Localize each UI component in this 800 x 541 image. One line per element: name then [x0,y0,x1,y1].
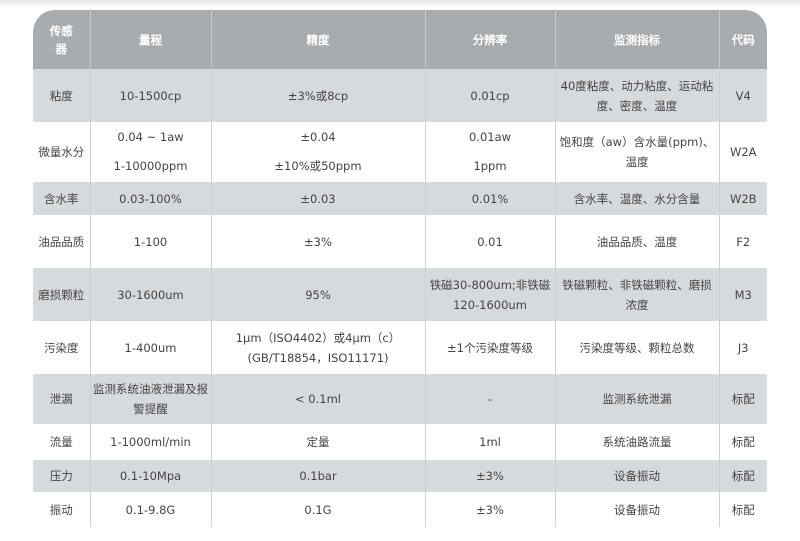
cell-metrics: 系统油路流量 [555,424,720,460]
header-code: 代码 [719,10,767,69]
cell-sensor: 含水率 [33,182,91,215]
cell-metrics: 污染度等级、颗粒总数 [555,321,720,374]
cell-resolution: 0.01aw 1ppm [425,122,556,182]
cell-sensor: 泄漏 [33,374,91,424]
cell-code: W2B [719,182,767,215]
cell-resolution: ±1个污染度等级 [425,321,556,374]
cell-resolution: - [425,374,556,424]
cell-range: 1-100 [90,215,212,268]
cell-accuracy: < 0.1ml [211,374,426,424]
cell-code: F2 [719,215,767,268]
cell-code: J3 [719,321,767,374]
cell-metrics: 设备振动 [555,460,720,492]
cell-accuracy: 0.1G [211,492,426,527]
cell-resolution: ±3% [425,460,556,492]
cell-accuracy: 95% [211,268,426,321]
cell-sensor: 压力 [33,460,91,492]
header-range: 量程 [90,10,212,69]
header-accuracy: 精度 [211,10,426,69]
cell-resolution: 铁磁30-800um;非铁磁120-1600um [425,268,556,321]
sensor-spec-table: 传感器 量程 精度 分辨率 监测指标 代码 粘度 10-1500cp ±3%或8cp… [33,10,767,527]
cell-sensor: 微量水分 [33,122,91,182]
cell-range: 10-1500cp [90,69,212,122]
cell-accuracy: ±3%或8cp [211,69,426,122]
cell-code: 标配 [719,424,767,460]
table-row: 粘度 10-1500cp ±3%或8cp 0.01cp 40度粘度、动力粘度、运动粘度、… [33,69,767,122]
cell-metrics: 40度粘度、动力粘度、运动粘度、密度、温度 [555,69,720,122]
header-metrics: 监测指标 [555,10,720,69]
cell-sensor: 油品品质 [33,215,91,268]
cell-line: 0.01aw [468,130,512,144]
cell-range: 0.1-9.8G [90,492,212,527]
header-sensor: 传感器 [33,10,91,69]
cell-accuracy: ±3% [211,215,426,268]
cell-code: 标配 [719,460,767,492]
cell-range: 30-1600um [90,268,212,321]
cell-code: V4 [719,69,767,122]
top-band [0,0,800,8]
cell-line: 1ppm [473,159,507,173]
cell-range: 监测系统油液泄漏及报警提醒 [90,374,212,424]
table-row: 污染度 1-400um 1μm（ISO4402）或4μm（c）(GB/T18854，… [33,321,767,374]
cell-sensor: 污染度 [33,321,91,374]
cell-accuracy: 0.1bar [211,460,426,492]
table-row: 压力 0.1-10Mpa 0.1bar ±3% 设备振动 标配 [33,460,767,492]
cell-resolution: 0.01% [425,182,556,215]
cell-code: 标配 [719,492,767,527]
table-row: 振动 0.1-9.8G 0.1G ±3% 设备振动 标配 [33,492,767,527]
table-row: 油品品质 1-100 ±3% 0.01 油品品质、温度 F2 [33,215,767,268]
cell-resolution: 0.01 [425,215,556,268]
cell-resolution: 0.01cp [425,69,556,122]
table-row: 磨损颗粒 30-1600um 95% 铁磁30-800um;非铁磁120-1600um… [33,268,767,321]
cell-range: 0.1-10Mpa [90,460,212,492]
cell-line: 1-10000ppm [113,159,188,173]
table-row: 泄漏 监测系统油液泄漏及报警提醒 < 0.1ml - 监测系统泄漏 标配 [33,374,767,424]
cell-accuracy: ±0.04 ±10%或50ppm [211,122,426,182]
cell-range: 1-400um [90,321,212,374]
cell-accuracy: 1μm（ISO4402）或4μm（c）(GB/T18854，ISO11171) [211,321,426,374]
cell-metrics: 油品品质、温度 [555,215,720,268]
header-row: 传感器 量程 精度 分辨率 监测指标 代码 [33,10,767,69]
cell-metrics: 设备振动 [555,492,720,527]
cell-resolution: ±3% [425,492,556,527]
cell-line: ±10%或50ppm [274,159,362,173]
cell-range: 0.04 ~ 1aw 1-10000ppm [90,122,212,182]
cell-accuracy: 定量 [211,424,426,460]
cell-accuracy: ±0.03 [211,182,426,215]
table-row: 流量 1-1000ml/min 定量 1ml 系统油路流量 标配 [33,424,767,460]
cell-sensor: 磨损颗粒 [33,268,91,321]
table-row: 含水率 0.03-100% ±0.03 0.01% 含水率、温度、水分含量 W2B [33,182,767,215]
cell-metrics: 铁磁颗粒、非铁磁颗粒、磨损浓度 [555,268,720,321]
cell-metrics: 饱和度（aw）含水量(ppm)、温度 [555,122,720,182]
cell-range: 1-1000ml/min [90,424,212,460]
cell-sensor: 粘度 [33,69,91,122]
cell-code: W2A [719,122,767,182]
cell-resolution: 1ml [425,424,556,460]
table-row: 微量水分 0.04 ~ 1aw 1-10000ppm ±0.04 ±10%或50ppm 0… [33,122,767,182]
header-resolution: 分辨率 [425,10,556,69]
cell-code: M3 [719,268,767,321]
cell-sensor: 振动 [33,492,91,527]
cell-metrics: 监测系统泄漏 [555,374,720,424]
cell-range: 0.03-100% [90,182,212,215]
cell-line: ±0.04 [300,130,336,144]
cell-code: 标配 [719,374,767,424]
cell-metrics: 含水率、温度、水分含量 [555,182,720,215]
cell-line: 0.04 ~ 1aw [117,130,184,144]
cell-sensor: 流量 [33,424,91,460]
